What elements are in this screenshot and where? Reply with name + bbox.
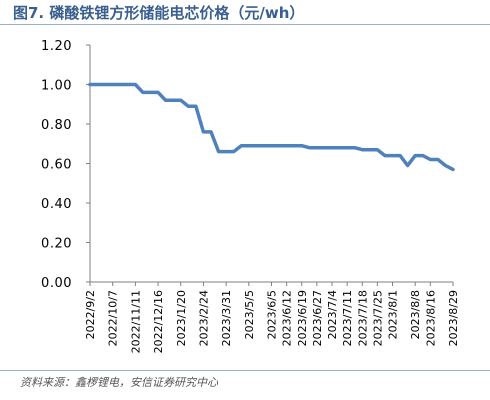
data-point <box>134 83 137 86</box>
data-point <box>444 164 447 167</box>
data-point <box>308 146 311 149</box>
source-note: 资料来源：鑫椤锂电，安信证券研究中心 <box>20 376 218 389</box>
x-tick-label: 2023/7/11 <box>341 290 354 346</box>
x-axis: 2022/9/2 2022/10/7 2022/11/11 2022/12/16 202… <box>84 281 460 353</box>
y-tick-label: 0.20 <box>41 237 72 252</box>
data-point <box>346 146 349 149</box>
x-tick-label: 2023/8/1 <box>387 290 400 339</box>
data-point <box>210 130 213 133</box>
data-point <box>232 150 235 153</box>
data-point <box>406 164 409 167</box>
data-point <box>323 146 326 149</box>
x-tick-label: 2023/3/31 <box>220 290 233 346</box>
x-tick-label: 2023/7/18 <box>356 290 369 346</box>
x-tick-label: 2022/9/2 <box>84 290 97 339</box>
data-point <box>421 154 424 157</box>
y-tick-label: 0.60 <box>41 158 72 173</box>
x-tick-label: 2023/7/25 <box>371 290 384 346</box>
data-point <box>300 144 303 147</box>
x-tick-label: 2022/12/16 <box>152 290 165 353</box>
x-tick-label: 2023/6/27 <box>311 290 324 346</box>
data-point <box>452 168 455 171</box>
title-rule <box>0 24 490 25</box>
price-series-line <box>88 82 455 172</box>
data-point <box>293 144 296 147</box>
data-point <box>149 91 152 94</box>
data-point <box>217 150 220 153</box>
x-tick-label: 2023/6/5 <box>266 290 279 339</box>
data-point <box>376 148 379 151</box>
data-point <box>126 83 129 86</box>
x-tick-label: 2023/8/16 <box>424 290 437 346</box>
data-point <box>202 130 205 133</box>
data-point <box>255 144 258 147</box>
y-tick-label: 1.00 <box>41 79 72 94</box>
data-point <box>285 144 288 147</box>
data-point <box>391 154 394 157</box>
data-point <box>368 148 371 151</box>
series-area <box>88 82 455 172</box>
data-point <box>247 144 250 147</box>
data-point <box>262 144 265 147</box>
line-chart: 0.000.200.400.600.801.001.20 2022/9/2 202… <box>41 39 460 353</box>
y-tick-label: 1.20 <box>41 39 72 54</box>
x-tick-label: 2023/6/19 <box>296 290 309 346</box>
x-tick-label: 2023/7/4 <box>326 290 339 339</box>
x-tick-label: 2023/8/29 <box>447 290 460 346</box>
x-tick-label: 2023/6/12 <box>281 290 294 346</box>
data-point <box>157 91 160 94</box>
data-point <box>436 158 439 161</box>
data-point <box>96 83 99 86</box>
source-rule <box>0 370 490 371</box>
data-point <box>164 99 167 102</box>
y-tick-label: 0.40 <box>41 197 72 212</box>
x-tick-label: 2023/1/20 <box>175 290 188 346</box>
data-point <box>270 144 273 147</box>
y-tick-label: 0.80 <box>41 118 72 133</box>
data-point <box>194 105 197 108</box>
data-point <box>111 83 114 86</box>
data-point <box>383 154 386 157</box>
data-point <box>187 105 190 108</box>
data-point <box>429 158 432 161</box>
data-point <box>315 146 318 149</box>
data-point <box>338 146 341 149</box>
data-point <box>331 146 334 149</box>
x-tick-label: 2023/5/5 <box>243 290 256 339</box>
data-point <box>141 91 144 94</box>
data-point <box>104 83 107 86</box>
data-point <box>89 83 92 86</box>
figure-title: 图7. 磷酸铁锂方形储能电芯价格（元/wh） <box>13 4 305 22</box>
x-tick-label: 2022/11/11 <box>129 290 142 353</box>
y-axis: 0.00 0.20 0.40 0.60 0.80 1.00 1.20 <box>41 39 91 291</box>
data-point <box>278 144 281 147</box>
y-tick-label: 0.00 <box>41 276 72 291</box>
data-point <box>353 146 356 149</box>
data-point <box>414 154 417 157</box>
data-point <box>172 99 175 102</box>
data-point <box>119 83 122 86</box>
data-point <box>361 148 364 151</box>
data-point <box>225 150 228 153</box>
x-tick-label: 2022/10/7 <box>107 290 120 346</box>
x-tick-label: 2023/2/24 <box>197 290 210 346</box>
data-point <box>399 154 402 157</box>
data-point <box>240 144 243 147</box>
data-point <box>179 99 182 102</box>
x-tick-label: 2023/8/8 <box>409 290 422 339</box>
